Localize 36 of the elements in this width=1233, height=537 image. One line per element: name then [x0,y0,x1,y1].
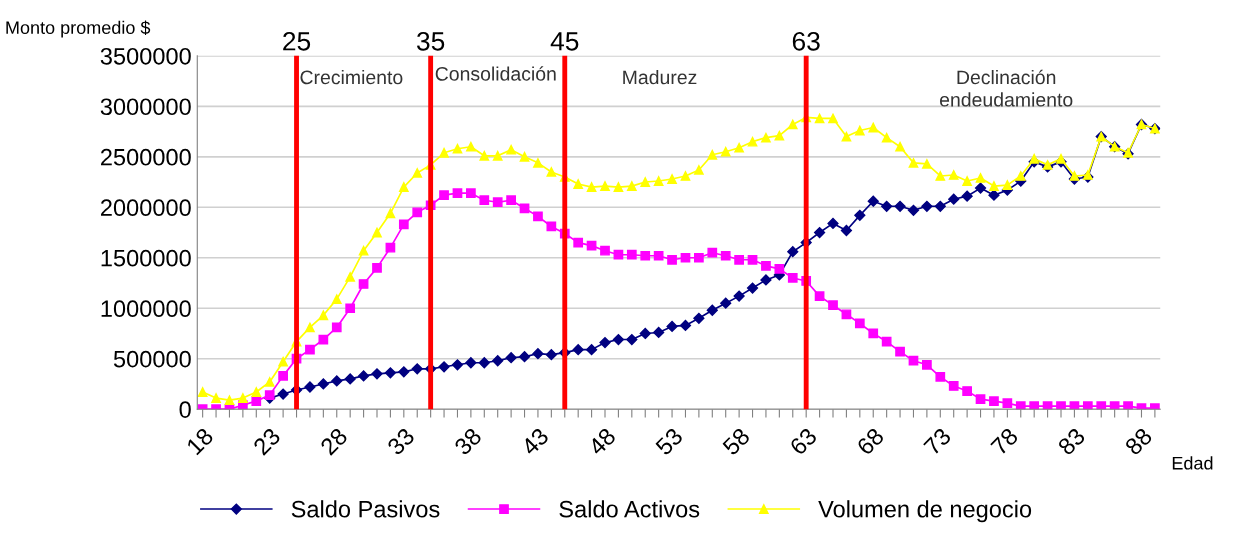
ref-line-label: 25 [283,31,311,51]
y-axis-title: Monto promedio $ [6,20,151,38]
annotation: Declinación endeudamiento [939,69,1073,107]
x-tick-label: 78 [990,427,1019,456]
x-tick-label: 28 [319,427,349,456]
legend-label: Volumen de negocio [818,500,1032,523]
legend-label: Saldo Pasivos [291,500,440,518]
x-tick-label: 63 [788,427,818,456]
x-tick-label: 68 [855,427,885,456]
legend-label: Saldo Activos [559,500,700,518]
x-tick-label: 18 [185,427,215,456]
y-tick-label: 0 [179,401,191,418]
y-tick-label: 1500000 [101,249,191,267]
y-tick-label: 2000000 [101,199,191,217]
annotation: Consolidación [435,66,556,81]
x-axis-title: Edad [1172,456,1213,470]
x-tick-label: 38 [453,427,483,457]
y-tick-label: 2500000 [101,148,191,166]
x-tick-label: 43 [520,427,550,457]
x-tick-label: 58 [721,427,751,457]
x-tick-label: 88 [1124,427,1154,456]
x-tick-label: 33 [386,427,416,457]
y-tick-label: 3000000 [100,98,191,116]
x-tick-label: 53 [654,427,684,457]
y-tick-label: 500000 [113,350,191,368]
annotation: Madurez [623,69,697,85]
ref-line-label: 45 [550,32,579,51]
y-tick-label: 1000000 [101,300,191,318]
x-tick-label: 23 [252,427,282,456]
ref-line-label: 35 [416,31,445,51]
ref-line-label: 63 [792,31,820,51]
x-tick-label: 73 [923,427,952,456]
x-tick-label: 48 [587,427,617,457]
annotation: Crecimiento [300,69,403,85]
x-tick-label: 83 [1057,427,1086,456]
y-tick-label: 3500000 [100,47,191,65]
